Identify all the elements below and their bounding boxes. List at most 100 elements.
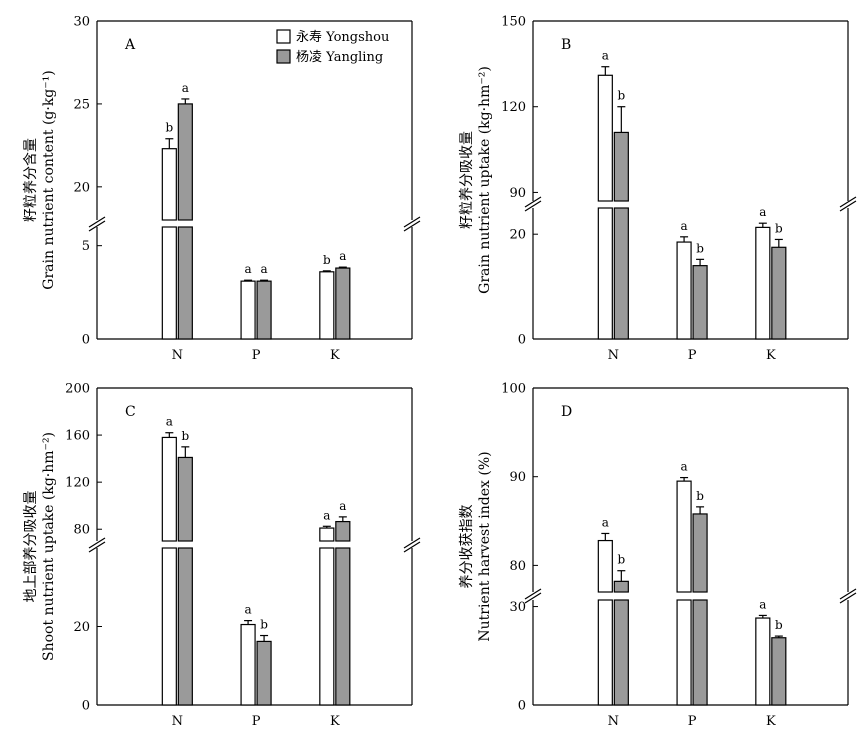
y-tick-label: 20 — [73, 620, 90, 635]
x-tick-label: K — [766, 348, 776, 363]
x-tick-label: N — [608, 348, 619, 363]
legend-label: 杨凌 Yangling — [296, 50, 383, 65]
panel-label: B — [561, 37, 571, 53]
y-tick-label: 25 — [73, 97, 90, 112]
significance-label: a — [323, 508, 330, 522]
axis-break-mark — [403, 541, 421, 553]
significance-label: a — [602, 515, 609, 529]
panel-b: 0 20 90 120 150 B 籽粒养分吸收量 Grain nutrient uptake… — [459, 15, 857, 363]
legend-label: 永寿 Yongshou — [296, 30, 389, 45]
bar-p-yongshou — [240, 280, 256, 340]
bar-p-yongshou — [240, 623, 256, 706]
y-tick-label: 0 — [82, 699, 90, 714]
bar-p-yangling — [256, 640, 272, 706]
y-tick-label: 90 — [509, 470, 526, 485]
bar-p-yangling — [256, 280, 272, 340]
bar-k-yongshou — [755, 617, 771, 706]
x-tick-label: P — [252, 714, 261, 729]
axis-break-mark — [88, 537, 106, 549]
y-axis-label-en: Nutrient harvest index (%) — [477, 451, 493, 641]
y-axis-label-cn: 养分收获指数 — [459, 505, 475, 589]
significance-label: a — [759, 597, 766, 611]
bar-k-yongshou-upper — [319, 527, 335, 542]
x-tick-label: N — [172, 714, 183, 729]
axis-break-mark — [88, 216, 106, 228]
significance-label: a — [680, 460, 687, 474]
x-tick-label: P — [688, 714, 697, 729]
y-tick-label: 20 — [509, 228, 526, 243]
significance-label: b — [696, 241, 704, 255]
panel-a: 0 5 20 25 30 A 籽粒养分含量 Grain nutrient content (g… — [23, 15, 421, 363]
x-tick-label: K — [766, 714, 776, 729]
axis-break-mark — [524, 200, 542, 212]
axis-break-mark — [403, 220, 421, 232]
y-tick-label: 0 — [82, 333, 90, 348]
bar-n-yangling-lower — [613, 599, 629, 706]
bar-n-yongshou-lower — [597, 599, 613, 706]
bar-k-yangling-upper — [335, 520, 351, 542]
y-tick-label: 30 — [509, 600, 526, 615]
axis-break-mark — [403, 216, 421, 228]
bar-p-yangling — [692, 265, 708, 340]
bar-n-yangling-upper — [613, 131, 629, 202]
panel-label: D — [561, 404, 572, 420]
axis-break-mark — [524, 588, 542, 600]
bar-n-yongshou-upper — [597, 74, 613, 202]
bar-n-yangling-upper — [177, 456, 193, 542]
bar-k-yongshou — [755, 226, 771, 340]
x-tick-label: K — [330, 348, 340, 363]
bar-k-yangling — [771, 246, 787, 340]
y-tick-label: 0 — [518, 699, 526, 714]
bar-n-yangling-upper — [177, 103, 193, 221]
bar-n-yongshou-lower — [597, 207, 613, 340]
y-tick-label: 80 — [73, 523, 90, 538]
significance-label: b — [696, 489, 704, 503]
axis-break-mark — [88, 541, 106, 553]
bar-n-yongshou-upper — [597, 539, 613, 593]
axis-break-mark — [839, 196, 857, 208]
legend-swatch-yongshou — [276, 29, 291, 44]
y-axis-label-cn: 地上部养分吸收量 — [23, 491, 39, 603]
significance-label: a — [680, 219, 687, 233]
y-tick-label: 100 — [501, 382, 526, 397]
bar-p-yongshou-upper — [676, 480, 692, 593]
x-tick-label: P — [252, 348, 261, 363]
bar-k-yangling — [771, 637, 787, 706]
y-axis-label-en: Grain nutrient uptake (kg·hm⁻²) — [477, 66, 493, 294]
significance-label: b — [617, 553, 625, 567]
significance-label: a — [166, 415, 173, 429]
y-tick-label: 150 — [501, 15, 526, 30]
bar-k-yangling — [335, 267, 351, 340]
significance-label: a — [759, 205, 766, 219]
significance-label: a — [339, 249, 346, 263]
bar-n-yongshou-lower — [161, 547, 177, 706]
y-tick-label: 90 — [509, 186, 526, 201]
significance-label: b — [165, 121, 173, 135]
significance-label: a — [260, 262, 267, 276]
axis-break-mark — [524, 592, 542, 604]
y-axis-label-cn: 籽粒养分吸收量 — [459, 131, 475, 229]
significance-label: b — [617, 89, 625, 103]
y-tick-label: 80 — [509, 559, 526, 574]
bar-p-yongshou-lower — [676, 599, 692, 706]
axis-break-mark — [524, 196, 542, 208]
significance-label: a — [182, 81, 189, 95]
bar-k-yongshou — [319, 271, 335, 340]
significance-label: a — [244, 603, 251, 617]
bar-n-yangling-lower — [177, 547, 193, 706]
bar-k-yangling-lower — [335, 547, 351, 706]
y-axis-label-en: Grain nutrient content (g·kg⁻¹) — [41, 70, 57, 289]
bar-n-yongshou-lower — [161, 226, 177, 340]
axis-break-mark — [403, 537, 421, 549]
bar-p-yangling-lower — [692, 599, 708, 706]
axis-break-mark — [839, 200, 857, 212]
y-tick-label: 30 — [73, 15, 90, 30]
y-axis-label-cn: 籽粒养分含量 — [23, 138, 39, 222]
x-tick-label: N — [608, 714, 619, 729]
bar-k-yongshou-lower — [319, 547, 335, 706]
y-tick-label: 160 — [65, 429, 90, 444]
x-tick-label: K — [330, 714, 340, 729]
y-axis-label-en: Shoot nutrient uptake (kg·hm⁻²) — [41, 432, 57, 661]
panel-label: A — [124, 37, 136, 53]
y-tick-label: 120 — [65, 476, 90, 491]
